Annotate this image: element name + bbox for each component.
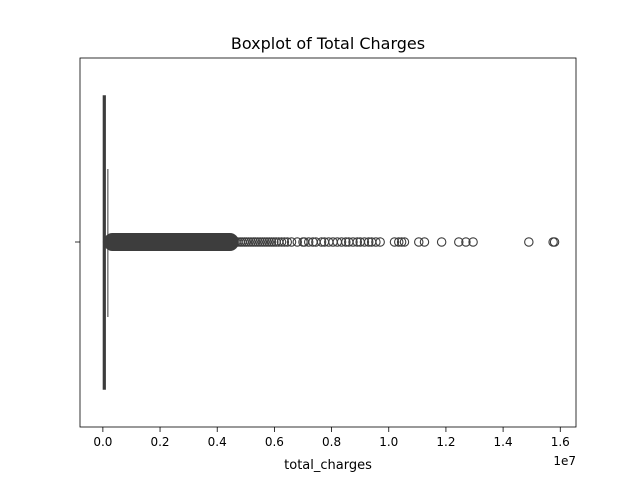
outlier-point: [246, 237, 256, 247]
outlier-point: [454, 237, 464, 247]
outlier-band: [103, 233, 239, 251]
outlier-point: [394, 237, 404, 247]
outlier-point: [396, 237, 407, 247]
outlier-point: [241, 237, 252, 247]
outlier-point: [419, 237, 430, 247]
outlier-point: [292, 237, 303, 247]
outliers: [231, 237, 560, 247]
outlier-point: [269, 237, 279, 247]
x-axis-label: total_charges: [284, 458, 372, 473]
x-tick-label: 0.8: [322, 435, 341, 449]
x-tick-label: 0.6: [265, 435, 284, 449]
outlier-point: [549, 237, 560, 247]
outlier-point: [371, 237, 381, 247]
outlier-point: [250, 237, 261, 247]
x-tick-label: 1.0: [379, 435, 398, 449]
x-tick-label: 1.2: [436, 435, 455, 449]
outlier-point: [286, 237, 297, 247]
outlier-point: [389, 237, 400, 247]
outlier-point: [461, 237, 471, 247]
outlier-point: [436, 237, 447, 247]
x-tick-label: 0.0: [93, 435, 112, 449]
outlier-point: [257, 237, 268, 247]
outlier-point: [282, 237, 293, 247]
outlier-point: [266, 237, 277, 247]
box-group: [102, 95, 109, 390]
x-tick-label: 0.2: [150, 435, 169, 449]
outlier-point: [348, 237, 358, 247]
outlier-point: [341, 237, 351, 247]
outlier-point: [375, 237, 385, 247]
outlier-point: [259, 237, 270, 247]
outlier-point: [262, 237, 272, 247]
outlier-point: [359, 237, 370, 247]
outlier-point: [352, 237, 363, 247]
outlier-point: [276, 237, 287, 247]
x-tick-label: 0.4: [208, 435, 227, 449]
outlier-point: [243, 237, 254, 247]
outlier-point: [524, 237, 534, 247]
dense-outlier-band: [103, 233, 239, 251]
x-offset-label: 1e7: [553, 454, 576, 468]
outlier-point: [336, 237, 347, 247]
x-axis: 0.0 0.2 0.4 0.6 0.8 1.0 1.2 1.4 1.6: [93, 427, 570, 449]
chart-title: Boxplot of Total Charges: [231, 34, 425, 53]
outlier-point: [248, 237, 258, 247]
outlier-point: [303, 237, 314, 247]
outlier-point: [279, 237, 290, 247]
outlier-point: [468, 237, 478, 247]
outlier-point: [316, 237, 327, 247]
outlier-point: [264, 237, 275, 247]
outlier-point: [363, 237, 374, 247]
outlier-point: [255, 237, 265, 247]
x-tick-label: 1.6: [551, 435, 570, 449]
plot-frame: [79, 57, 577, 428]
outlier-point: [414, 237, 424, 247]
outlier-point: [253, 237, 263, 247]
outlier-point: [399, 237, 410, 247]
x-tick-label: 1.4: [494, 435, 513, 449]
